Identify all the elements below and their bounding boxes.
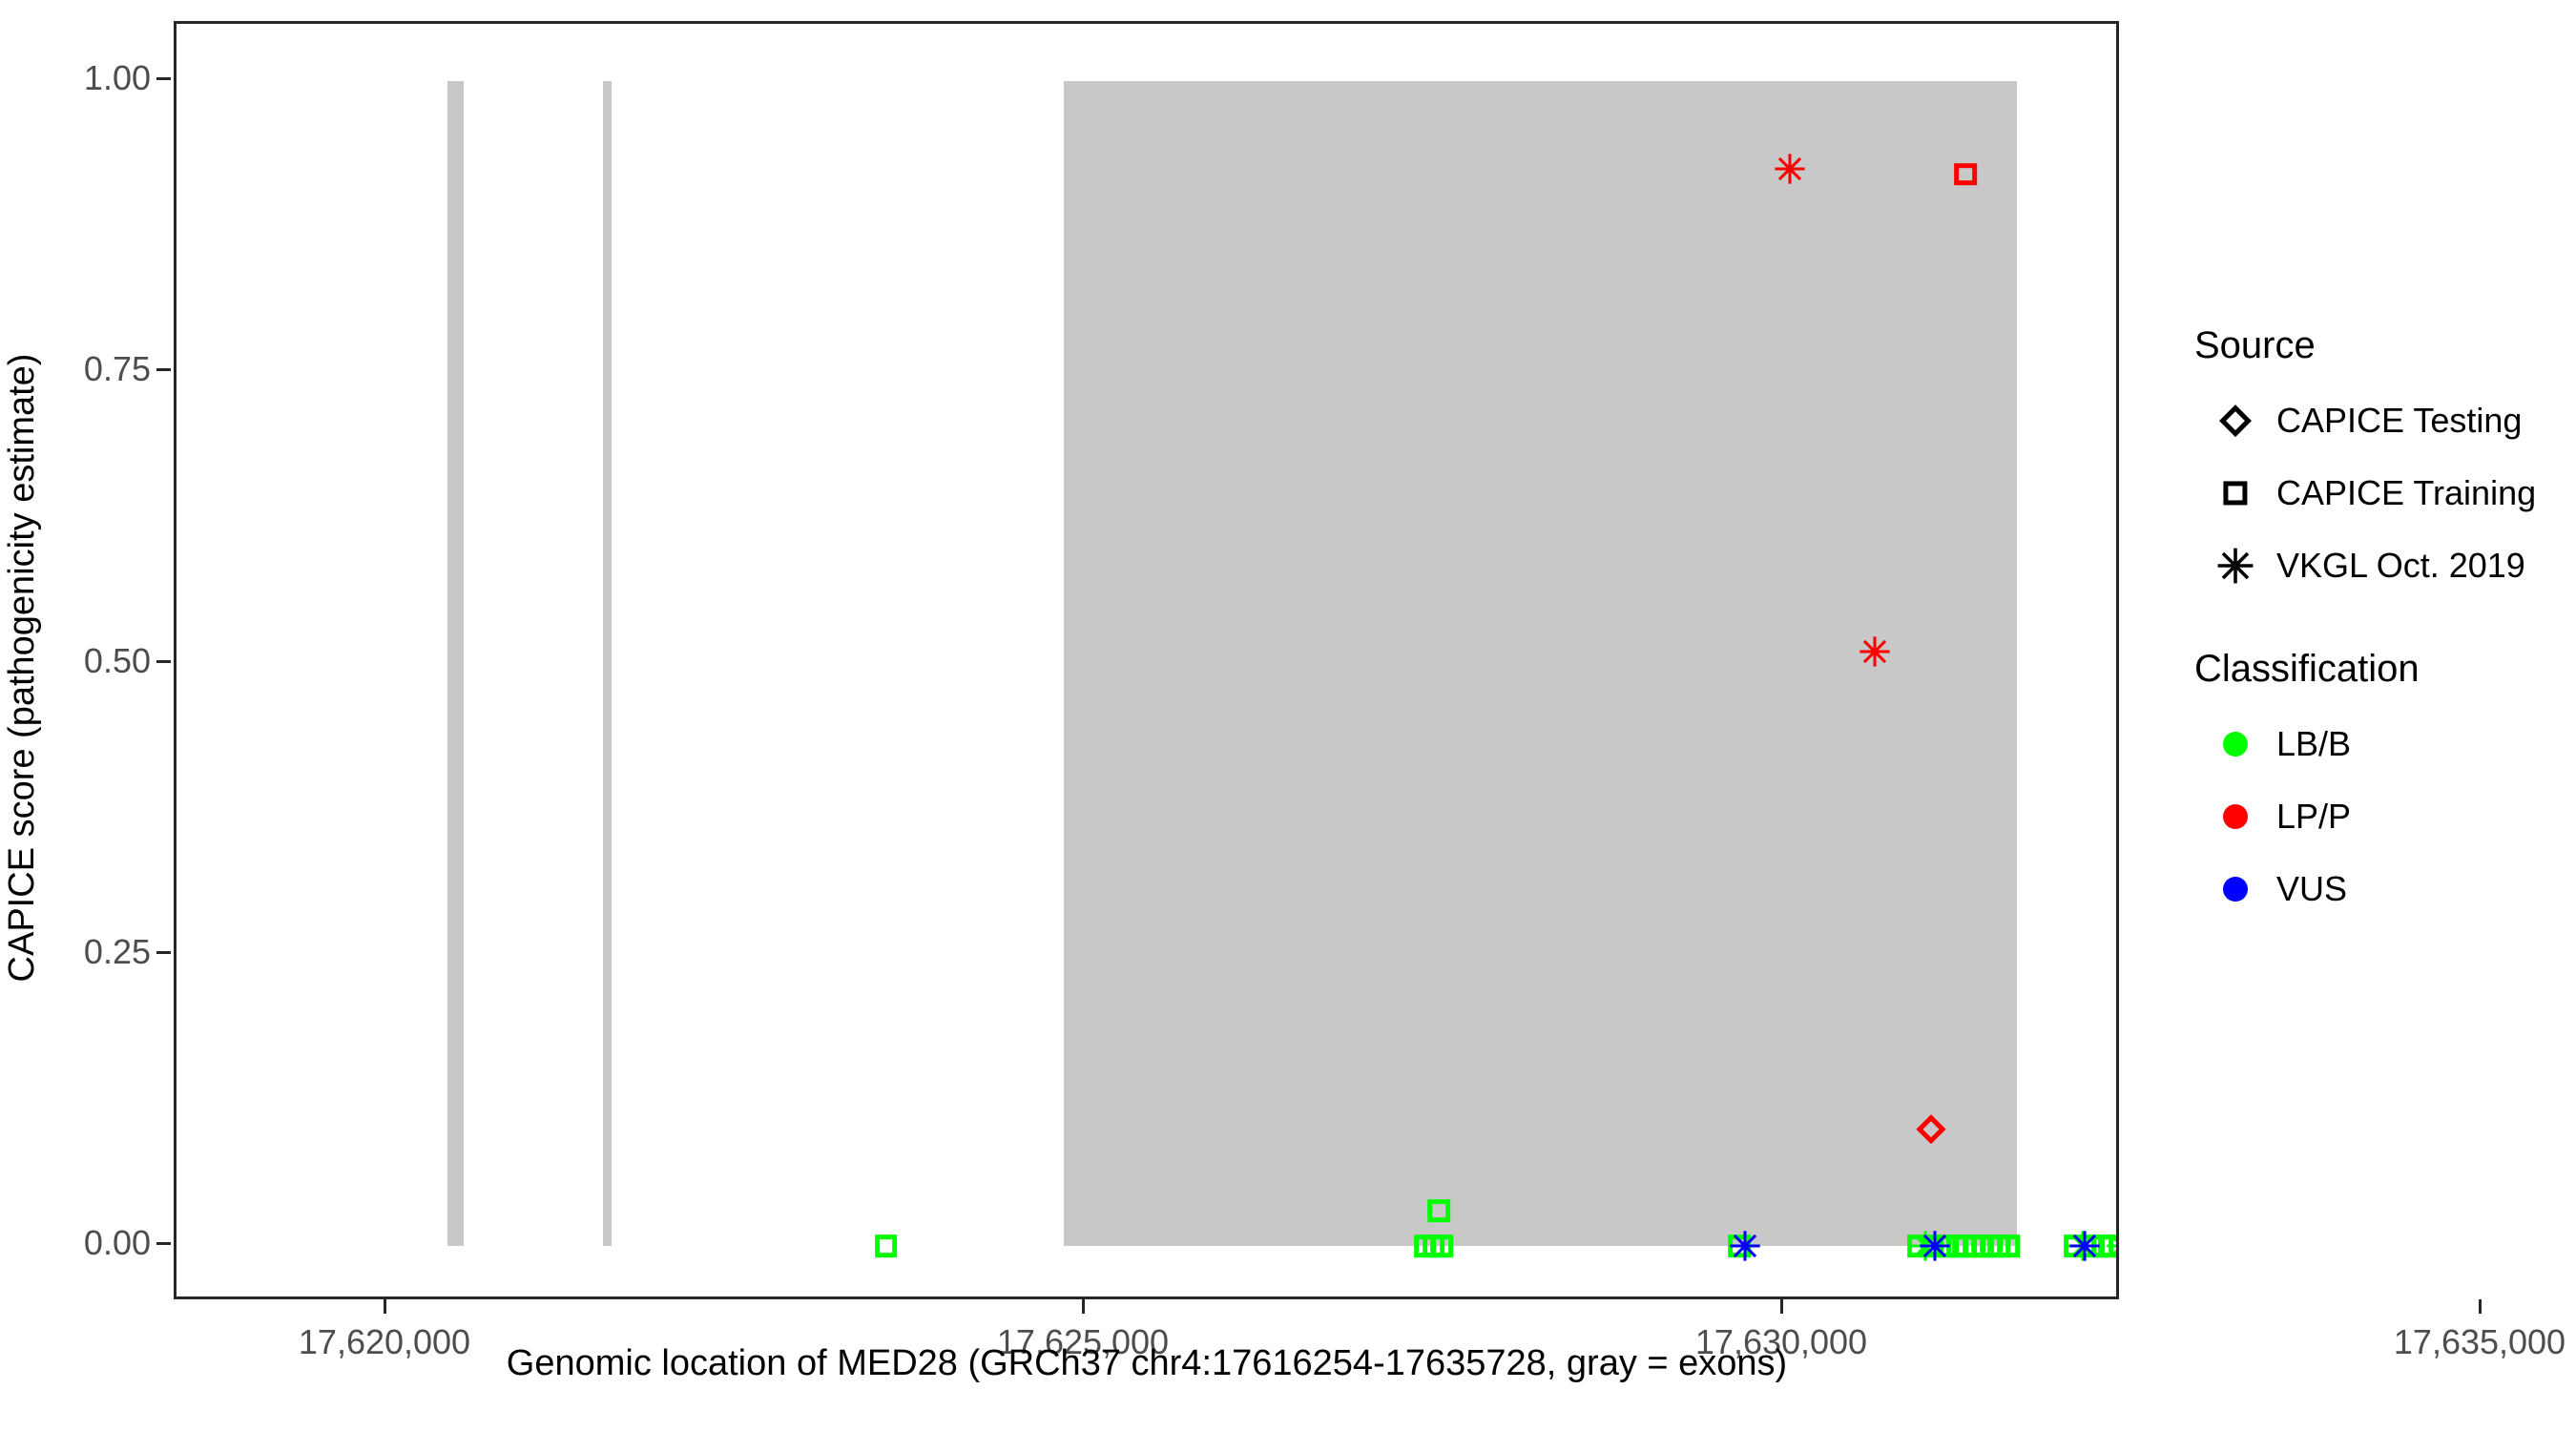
- legend-marker-dot-icon: [2223, 732, 2248, 757]
- data-point-lp-p: [1774, 153, 1806, 185]
- legend-key-dot-icon: [2194, 708, 2276, 780]
- y-axis-tick-label: 0.50: [83, 640, 151, 680]
- x-axis-title: Genomic location of MED28 (GRCh37 chr4:1…: [506, 1343, 1788, 1383]
- legend-marker-diamond-icon: [2219, 404, 2252, 437]
- legend-label: CAPICE Training: [2276, 473, 2537, 512]
- x-axis-tick: [1082, 1299, 1085, 1314]
- data-point-vus: [2068, 1230, 2101, 1262]
- legend-classification: Classification LB/B LP/P VUS: [2194, 648, 2576, 925]
- data-point-vus: [1729, 1230, 1761, 1262]
- x-axis-tick: [384, 1299, 386, 1314]
- legend-title-source: Source: [2194, 324, 2316, 366]
- legend-item-capice-testing[interactable]: CAPICE Testing: [2194, 384, 2576, 457]
- y-axis-tick: [156, 1242, 171, 1245]
- legend-key-asterisk-icon: [2194, 529, 2276, 602]
- legend-marker-dot-icon: [2223, 877, 2248, 902]
- y-axis-tick-label: 0.25: [83, 931, 151, 971]
- legend-marker-square-icon: [2223, 481, 2248, 506]
- x-axis-tick-label: 17,625,000: [996, 1322, 1170, 1361]
- x-axis-tick: [1780, 1299, 1783, 1314]
- x-axis-tick-label: 17,635,000: [2393, 1322, 2566, 1361]
- legend-item-lp-p[interactable]: LP/P: [2194, 780, 2576, 853]
- y-axis-tick: [156, 950, 171, 954]
- y-axis-tick: [156, 77, 171, 80]
- plot-panel: [174, 21, 2119, 1299]
- data-point-lb-b: [874, 1234, 898, 1257]
- y-axis-tick-label: 0.75: [83, 349, 151, 389]
- legend-source: Source CAPICE Testing CAPICE Training VKGL …: [2194, 324, 2576, 602]
- y-axis-tick-label: 0.00: [83, 1223, 151, 1262]
- legend-label: VKGL Oct. 2019: [2276, 546, 2525, 585]
- legend-key-dot-icon: [2194, 853, 2276, 925]
- exon-region: [1063, 81, 2018, 1246]
- x-axis-tick: [2479, 1299, 2482, 1314]
- legend-title-classification: Classification: [2194, 648, 2420, 690]
- legend-item-vkgl-oct-2019[interactable]: VKGL Oct. 2019: [2194, 529, 2576, 602]
- legend-key-diamond-icon: [2194, 384, 2276, 457]
- legend-marker-asterisk-icon: [2216, 547, 2254, 585]
- data-point-vus: [1919, 1230, 1951, 1262]
- legend-container: Source CAPICE Testing CAPICE Training VKGL …: [2194, 324, 2576, 971]
- exon-region: [603, 81, 612, 1246]
- exon-region: [447, 81, 464, 1246]
- x-axis-tick-label: 17,620,000: [298, 1322, 471, 1361]
- data-point-lb-b: [2099, 1234, 2116, 1257]
- legend-label: LP/P: [2276, 797, 2352, 836]
- legend-item-vus[interactable]: VUS: [2194, 853, 2576, 925]
- data-point-lp-p: [1859, 635, 1891, 668]
- data-point-lb-b: [1997, 1234, 2021, 1257]
- data-point-lb-b: [2106, 1230, 2116, 1262]
- y-axis-tick: [156, 368, 171, 372]
- y-axis-tick-label: 1.00: [83, 58, 151, 97]
- y-axis-tick: [156, 659, 171, 663]
- legend-label: VUS: [2276, 869, 2348, 908]
- legend-item-lb-b[interactable]: LB/B: [2194, 708, 2576, 780]
- legend-key-dot-icon: [2194, 780, 2276, 853]
- legend-marker-dot-icon: [2223, 804, 2248, 829]
- x-axis-tick-label: 17,630,000: [1694, 1322, 1868, 1361]
- data-point-lb-b: [1427, 1199, 1451, 1223]
- legend-label: LB/B: [2276, 724, 2352, 763]
- legend-item-capice-training[interactable]: CAPICE Training: [2194, 457, 2576, 529]
- data-point-lb-b: [1430, 1234, 1454, 1257]
- legend-key-square-icon: [2194, 457, 2276, 529]
- legend-label: CAPICE Testing: [2276, 401, 2523, 440]
- data-point-lp-p: [1954, 162, 1978, 186]
